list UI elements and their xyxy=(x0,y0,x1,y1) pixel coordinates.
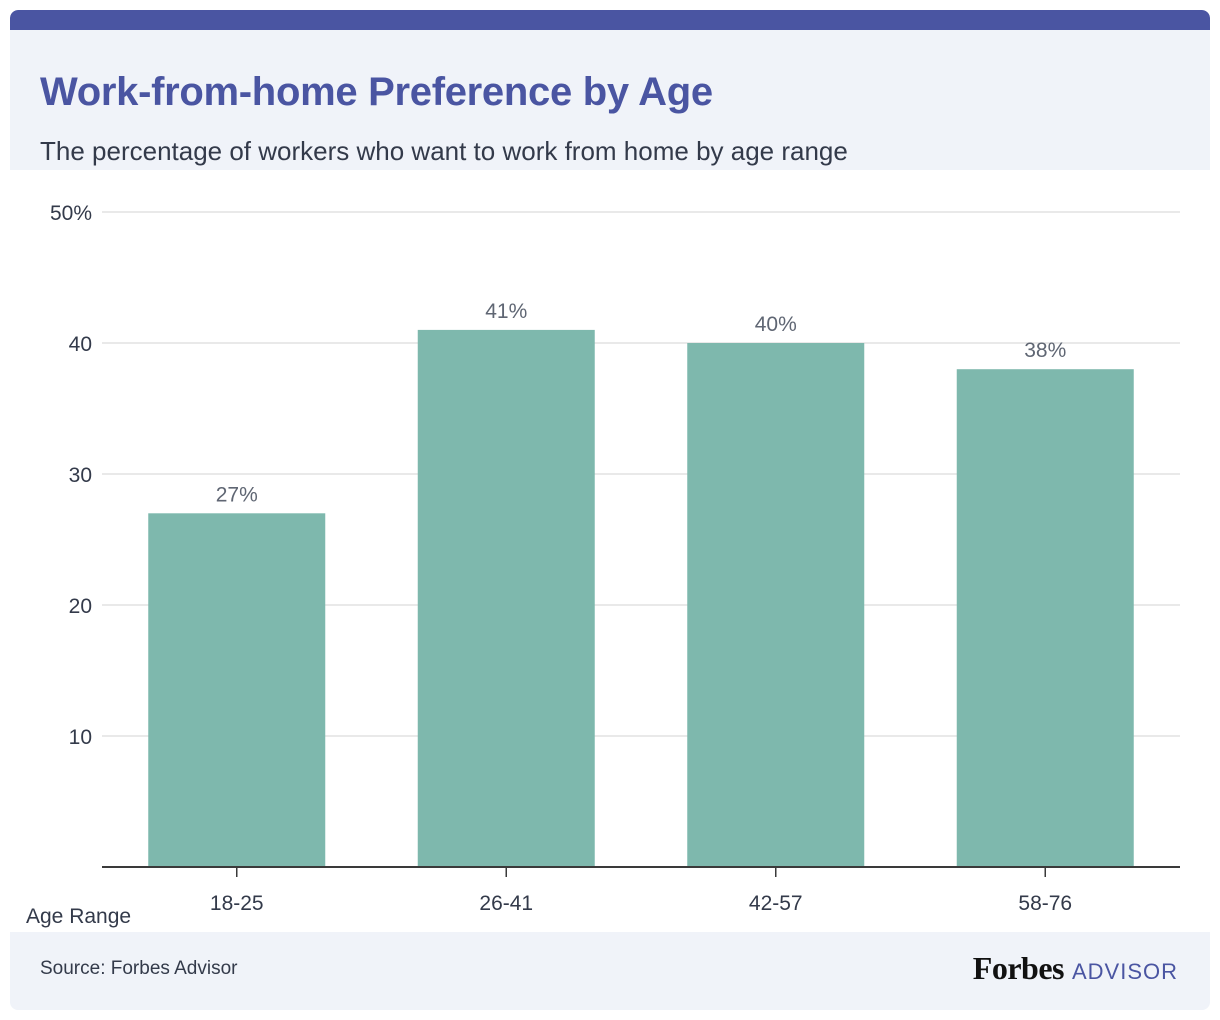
y-tick-label: 40 xyxy=(69,333,92,356)
data-labels: 27% 41% 40% 38% xyxy=(216,300,1067,506)
source-note: Source: Forbes Advisor xyxy=(40,958,238,979)
accent-bar xyxy=(10,10,1210,30)
data-label: 27% xyxy=(216,483,258,506)
bar-42-57 xyxy=(687,343,865,867)
forbes-advisor-logo: Forbes ADVISOR xyxy=(973,950,1178,987)
y-tick-label: 10 xyxy=(69,726,92,749)
data-label: 38% xyxy=(1024,339,1066,362)
chart-subtitle: The percentage of workers who want to wo… xyxy=(40,136,848,166)
x-axis-title: Age Range xyxy=(26,905,131,928)
logo-product-text: ADVISOR xyxy=(1071,959,1178,984)
chart-title: Work-from-home Preference by Age xyxy=(40,70,713,114)
x-axis-ticks: 18-25 26-41 42-57 58-76 xyxy=(210,867,1072,915)
bar-58-76 xyxy=(956,369,1134,867)
bar-18-25 xyxy=(148,513,326,867)
chart-header: Work-from-home Preference by Age The per… xyxy=(10,30,1210,170)
logo-brand-text: Forbes xyxy=(972,950,1065,986)
x-tick-label: 26-41 xyxy=(479,892,533,915)
y-tick-label: 50% xyxy=(50,202,92,225)
y-axis-ticks: 10 20 30 40 50% xyxy=(50,202,92,749)
bar-26-41 xyxy=(417,329,595,867)
data-label: 41% xyxy=(485,300,527,323)
data-label: 40% xyxy=(755,313,797,336)
bars xyxy=(148,329,1134,867)
chart-footer: Source: Forbes Advisor Forbes ADVISOR xyxy=(10,932,1210,1010)
y-tick-label: 30 xyxy=(69,464,92,487)
y-tick-label: 20 xyxy=(69,595,92,618)
chart-card: Work-from-home Preference by Age The per… xyxy=(10,10,1210,1010)
bar-chart: 10 20 30 40 50% 27% 41% 40% 38% 18-25 26-41 42-57… xyxy=(26,202,1180,928)
x-tick-label: 42-57 xyxy=(749,892,803,915)
x-tick-label: 18-25 xyxy=(210,892,264,915)
x-tick-label: 58-76 xyxy=(1018,892,1072,915)
